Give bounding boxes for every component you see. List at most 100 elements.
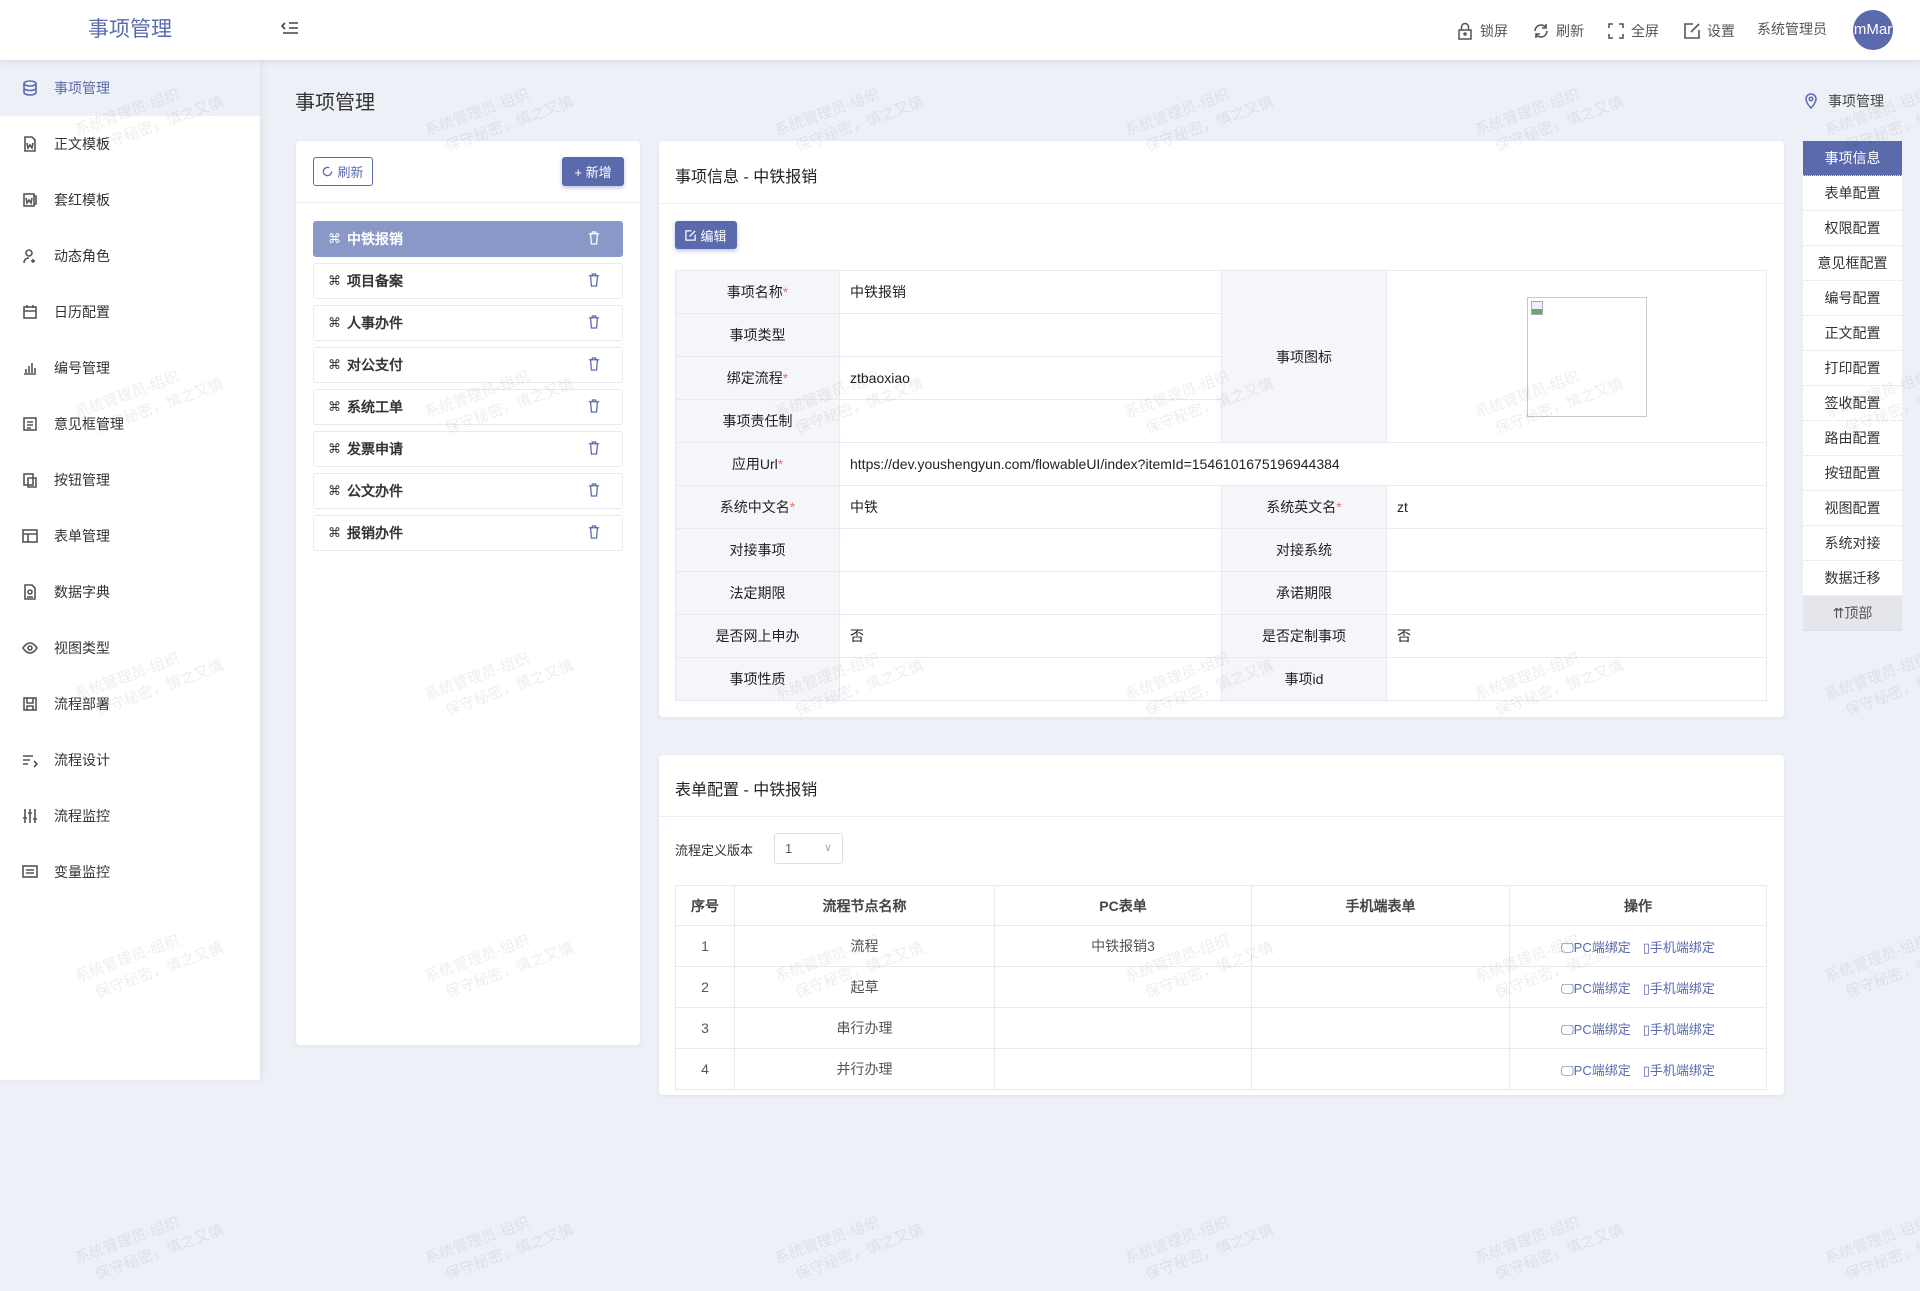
label-dock-sys: 对接系统 bbox=[1221, 528, 1387, 572]
pc-bind-link[interactable]: 🖵PC端绑定 bbox=[1561, 981, 1631, 996]
sidebar-item[interactable]: 套红模板 bbox=[0, 172, 260, 228]
command-icon: ⌘ bbox=[328, 273, 341, 288]
sidebar-item[interactable]: 正文模板 bbox=[0, 116, 260, 172]
delete-icon[interactable] bbox=[588, 441, 602, 457]
sidebar-item[interactable]: 流程设计 bbox=[0, 732, 260, 788]
collapse-menu-icon[interactable] bbox=[280, 18, 302, 40]
cell-actions: 🖵PC端绑定 ▯手机端绑定 bbox=[1509, 1007, 1767, 1049]
user-name[interactable]: 系统管理员 bbox=[1757, 21, 1827, 37]
sidebar-item[interactable]: 数据字典 bbox=[0, 564, 260, 620]
cell-mobile bbox=[1251, 966, 1510, 1008]
table-row: 2 起草 🖵PC端绑定 ▯手机端绑定 bbox=[675, 966, 1767, 1008]
word-doc-icon bbox=[22, 136, 38, 152]
form-node-table: 序号 流程节点名称 PC表单 手机端表单 操作 1 流程 中铁报销3 🖵PC端绑定 ▯手机端绑定 2… bbox=[675, 885, 1767, 1090]
sidebar-item-label: 日历配置 bbox=[54, 304, 110, 320]
anchor-nav-item[interactable]: 表单配置 bbox=[1803, 176, 1902, 211]
pc-bind-link[interactable]: 🖵PC端绑定 bbox=[1561, 940, 1631, 955]
list-item[interactable]: ⌘ 系统工单 bbox=[313, 389, 623, 425]
value-en: zt bbox=[1386, 485, 1767, 529]
sidebar-item[interactable]: 意见框管理 bbox=[0, 396, 260, 452]
fullscreen-button[interactable]: 全屏 bbox=[1607, 20, 1659, 42]
sidebar-item[interactable]: 日历配置 bbox=[0, 284, 260, 340]
sidebar-item-label: 套红模板 bbox=[54, 192, 110, 208]
back-to-top-button[interactable]: ⇈顶部 bbox=[1803, 596, 1902, 631]
command-icon: ⌘ bbox=[328, 231, 341, 246]
pc-bind-link[interactable]: 🖵PC端绑定 bbox=[1561, 1063, 1631, 1078]
settings-button[interactable]: 设置 bbox=[1683, 20, 1735, 42]
anchor-nav-item[interactable]: 视图配置 bbox=[1803, 491, 1902, 526]
cell-node: 起草 bbox=[734, 966, 995, 1008]
anchor-nav-item[interactable]: 正文配置 bbox=[1803, 316, 1902, 351]
mobile-bind-link[interactable]: ▯手机端绑定 bbox=[1643, 1022, 1715, 1037]
list-item[interactable]: ⌘ 发票申请 bbox=[313, 431, 623, 467]
anchor-nav-item[interactable]: 权限配置 bbox=[1803, 211, 1902, 246]
label-icon: 事项图标 bbox=[1221, 270, 1387, 443]
pc-bind-label: PC端绑定 bbox=[1573, 1062, 1631, 1078]
sidebar-item[interactable]: 表单管理 bbox=[0, 508, 260, 564]
sidebar-item-label: 数据字典 bbox=[54, 584, 110, 600]
breadcrumb-item[interactable]: 事项管理 bbox=[1828, 93, 1884, 109]
calendar-icon bbox=[22, 304, 38, 320]
sidebar-item[interactable]: 事项管理 bbox=[0, 60, 260, 116]
delete-icon[interactable] bbox=[588, 231, 602, 247]
anchor-nav-item[interactable]: 路由配置 bbox=[1803, 421, 1902, 456]
list-item-label: 人事办件 bbox=[347, 315, 403, 331]
avatar[interactable]: mMar bbox=[1853, 10, 1893, 50]
edit-button[interactable]: 编辑 bbox=[675, 221, 737, 249]
cell-mobile bbox=[1251, 1048, 1510, 1090]
anchor-nav-item[interactable]: 系统对接 bbox=[1803, 526, 1902, 561]
anchor-nav-item[interactable]: 数据迁移 bbox=[1803, 561, 1902, 596]
refresh-label: 刷新 bbox=[337, 165, 364, 180]
list-item[interactable]: ⌘ 中铁报销 bbox=[313, 221, 623, 257]
anchor-nav-item[interactable]: 签收配置 bbox=[1803, 386, 1902, 421]
anchor-nav-item[interactable]: 按钮配置 bbox=[1803, 456, 1902, 491]
anchor-nav-item[interactable]: 打印配置 bbox=[1803, 351, 1902, 386]
value-nature bbox=[839, 657, 1222, 701]
list-item[interactable]: ⌘ 项目备案 bbox=[313, 263, 623, 299]
version-select[interactable]: 1 ∨ bbox=[774, 833, 843, 864]
mobile-bind-link[interactable]: ▯手机端绑定 bbox=[1643, 940, 1715, 955]
refresh-label: 刷新 bbox=[1556, 23, 1584, 39]
anchor-nav-item[interactable]: 意见框配置 bbox=[1803, 246, 1902, 281]
fullscreen-icon bbox=[1608, 23, 1624, 39]
list-item[interactable]: ⌘ 人事办件 bbox=[313, 305, 623, 341]
add-item-button[interactable]: + 新增 bbox=[562, 157, 624, 186]
sidebar-item[interactable]: 按钮管理 bbox=[0, 452, 260, 508]
delete-icon[interactable] bbox=[588, 357, 602, 373]
mobile-bind-link[interactable]: ▯手机端绑定 bbox=[1643, 981, 1715, 996]
list-item-label: 系统工单 bbox=[347, 399, 403, 415]
column-header: 操作 bbox=[1509, 885, 1767, 926]
top-header: 事项管理 锁屏 刷新 全屏 设置 系统管理员 mMar bbox=[0, 0, 1920, 60]
anchor-nav-item[interactable]: 事项信息 bbox=[1803, 141, 1902, 176]
sidebar-item-label: 视图类型 bbox=[54, 640, 110, 656]
list-item[interactable]: ⌘ 对公支付 bbox=[313, 347, 623, 383]
mobile-bind-link[interactable]: ▯手机端绑定 bbox=[1643, 1063, 1715, 1078]
delete-icon[interactable] bbox=[588, 399, 602, 415]
value-promise bbox=[1386, 571, 1767, 615]
delete-icon[interactable] bbox=[588, 525, 602, 541]
value-flow: ztbaoxiao bbox=[839, 356, 1222, 400]
sidebar-item[interactable]: 变量监控 bbox=[0, 844, 260, 900]
lock-icon bbox=[1458, 22, 1472, 40]
sidebar-item[interactable]: 视图类型 bbox=[0, 620, 260, 676]
pc-bind-link[interactable]: 🖵PC端绑定 bbox=[1561, 1022, 1631, 1037]
cell-no: 3 bbox=[675, 1007, 735, 1049]
breadcrumb: 事项管理 bbox=[1804, 91, 1884, 111]
design-icon bbox=[22, 752, 38, 768]
lock-screen-button[interactable]: 锁屏 bbox=[1456, 20, 1508, 42]
refresh-page-button[interactable]: 刷新 bbox=[1532, 20, 1584, 42]
list-item[interactable]: ⌘ 报销办件 bbox=[313, 515, 623, 551]
sidebar-item[interactable]: 编号管理 bbox=[0, 340, 260, 396]
refresh-list-button[interactable]: 刷新 bbox=[313, 157, 373, 186]
sidebar-item[interactable]: 动态角色 bbox=[0, 228, 260, 284]
version-label: 流程定义版本 bbox=[675, 843, 754, 858]
delete-icon[interactable] bbox=[588, 315, 602, 331]
sidebar-item[interactable]: 流程监控 bbox=[0, 788, 260, 844]
delete-icon[interactable] bbox=[588, 273, 602, 289]
column-header: PC表单 bbox=[994, 885, 1252, 926]
anchor-nav-item[interactable]: 编号配置 bbox=[1803, 281, 1902, 316]
list-item[interactable]: ⌘ 公文办件 bbox=[313, 473, 623, 509]
delete-icon[interactable] bbox=[588, 483, 602, 499]
sidebar-item[interactable]: 流程部署 bbox=[0, 676, 260, 732]
label-custom: 是否定制事项 bbox=[1221, 614, 1387, 658]
